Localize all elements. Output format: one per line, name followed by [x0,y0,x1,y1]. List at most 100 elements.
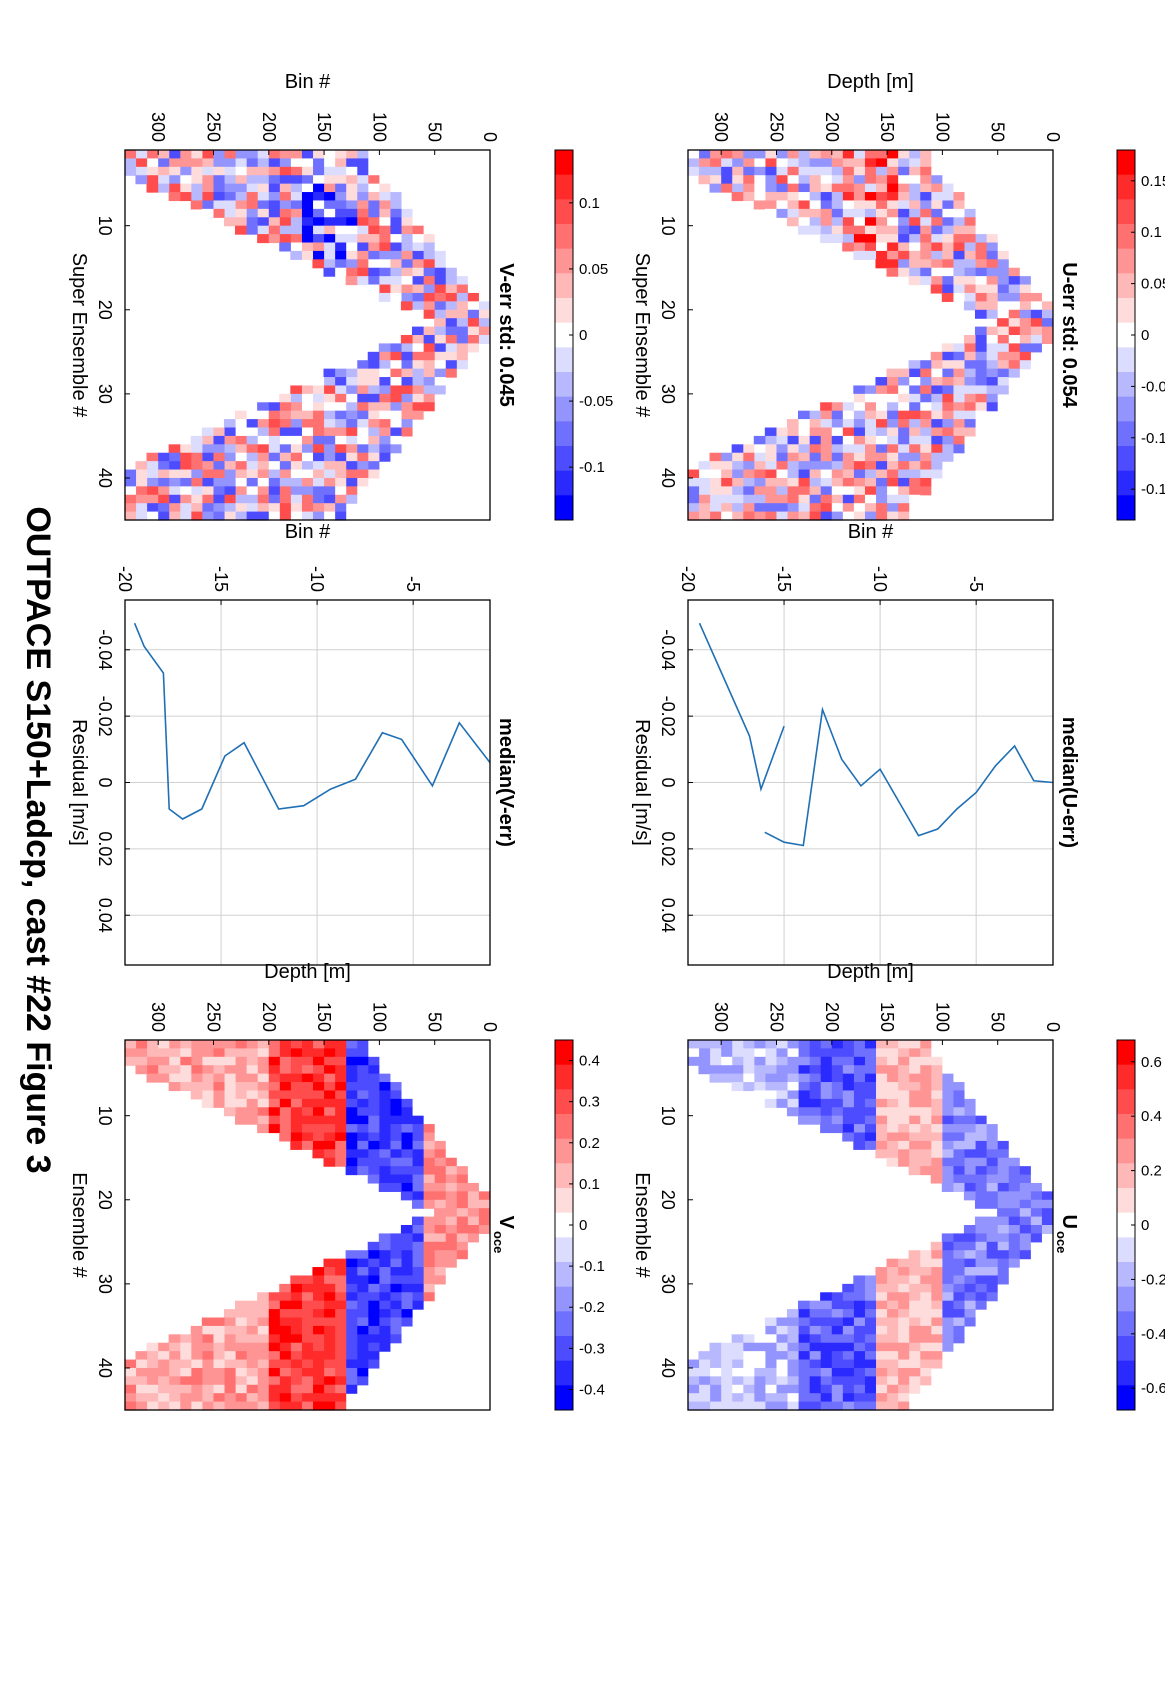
heatmap-cell [235,503,247,513]
heatmap-cell [434,360,446,370]
heatmap-cell [257,1107,269,1117]
heatmap-cell [919,368,932,378]
heatmap-cell [246,192,258,202]
heatmap-cell [312,175,325,185]
heatmap-cell [1019,1233,1031,1243]
heatmap-cell [731,183,744,193]
heatmap-cell [875,1098,888,1108]
heatmap-cell [146,503,159,513]
heatmap-cell [257,1124,269,1134]
heatmap-cell [389,1149,402,1159]
heatmap-cell [1019,1191,1031,1201]
heatmap-cell [201,166,214,176]
heatmap-cell [963,1124,976,1134]
heatmap-cell [312,486,325,496]
heatmap-cell [445,1241,457,1251]
heatmap-cell [941,208,954,218]
heatmap-cell [378,1115,391,1125]
axes-frame [124,1039,491,1411]
heatmap-cell [445,276,457,286]
heatmap-cell [323,503,336,513]
heatmap-cell [356,166,369,176]
heatmap-cell [235,494,247,504]
heatmap-cell [809,1334,821,1344]
heatmap-cell [941,1166,954,1176]
heatmap-cell [323,1258,336,1268]
heatmap-cell [842,1073,854,1083]
heatmap-cell [919,1132,932,1142]
heatmap-cell [356,1132,369,1142]
heatmap-cell [809,435,821,445]
heatmap-cell [997,1174,1009,1184]
heatmap-cell [842,444,854,454]
heatmap-cell [986,284,998,294]
heatmap-cell [235,477,247,487]
heatmap-cell [378,1233,391,1243]
heatmap-cell [698,1040,711,1050]
heatmap-cell [312,1124,325,1134]
heatmap-cell [279,419,291,429]
heatmap-cell [963,1149,976,1159]
heatmap-cell [809,1090,821,1100]
heatmap-cell [279,1090,291,1100]
heatmap-cell [334,1157,347,1167]
heatmap-cell [334,1359,347,1369]
heatmap-cell [212,427,225,437]
heatmap-cell [897,1140,910,1150]
heatmap-cell [268,494,280,504]
heatmap-cell [389,385,402,395]
colorbar-swatch [1117,1114,1135,1140]
heatmap-cell [367,1065,380,1075]
y-tick-label: 50 [425,122,445,142]
heatmap-cell [809,1048,821,1058]
heatmap-cell [223,1082,236,1092]
heatmap-cell [146,1073,159,1083]
heatmap-cell [853,444,865,454]
heatmap-cell [886,1082,899,1092]
heatmap-cell [201,435,214,445]
heatmap-cell [731,1384,744,1394]
heatmap-cell [434,1174,446,1184]
heatmap-cell [941,410,954,420]
heatmap-cell [323,1393,336,1403]
heatmap-cell [764,158,777,168]
heatmap-cell [764,1393,777,1403]
heatmap-cell [886,242,899,252]
heatmap-cell [775,1040,788,1050]
heatmap-cell [135,1384,148,1394]
heatmap-cell [400,393,413,403]
heatmap-cell [378,368,391,378]
heatmap-cell [842,503,854,513]
heatmap-cell [345,1098,358,1108]
heatmap-cell [731,1334,744,1344]
heatmap-cell [919,1317,932,1327]
heatmap-cell [886,1300,899,1310]
heatmap-cell [434,1225,446,1235]
heatmap-cell [334,1283,347,1293]
heatmap-cell [952,402,965,412]
colorbar-tick-label: -0.05 [579,393,613,410]
heatmap-cell [135,1351,148,1361]
heatmap-cell [986,309,998,319]
heatmap-cell [930,1115,943,1125]
heatmap-cell [223,419,236,429]
heatmap-cell [257,1098,269,1108]
heatmap-cell [389,259,402,269]
heatmap-cell [941,1309,954,1319]
colorbar-swatch [1117,1163,1135,1189]
heatmap-cell [411,1233,424,1243]
x-tick-label: 0.04 [95,898,115,933]
heatmap-cell [190,503,203,513]
heatmap-cell [356,1300,369,1310]
heatmap-cell [952,1267,965,1277]
heatmap-cell [963,385,976,395]
heatmap-cell [201,1048,214,1058]
heatmap-cell [223,175,236,185]
heatmap-cell [367,166,380,176]
heatmap-cell [764,200,777,210]
heatmap-cell [378,1149,391,1159]
heatmap-cell [720,1359,733,1369]
heatmap-cell [764,444,777,454]
heatmap-cell [190,1056,203,1066]
heatmap-cell [753,494,766,504]
